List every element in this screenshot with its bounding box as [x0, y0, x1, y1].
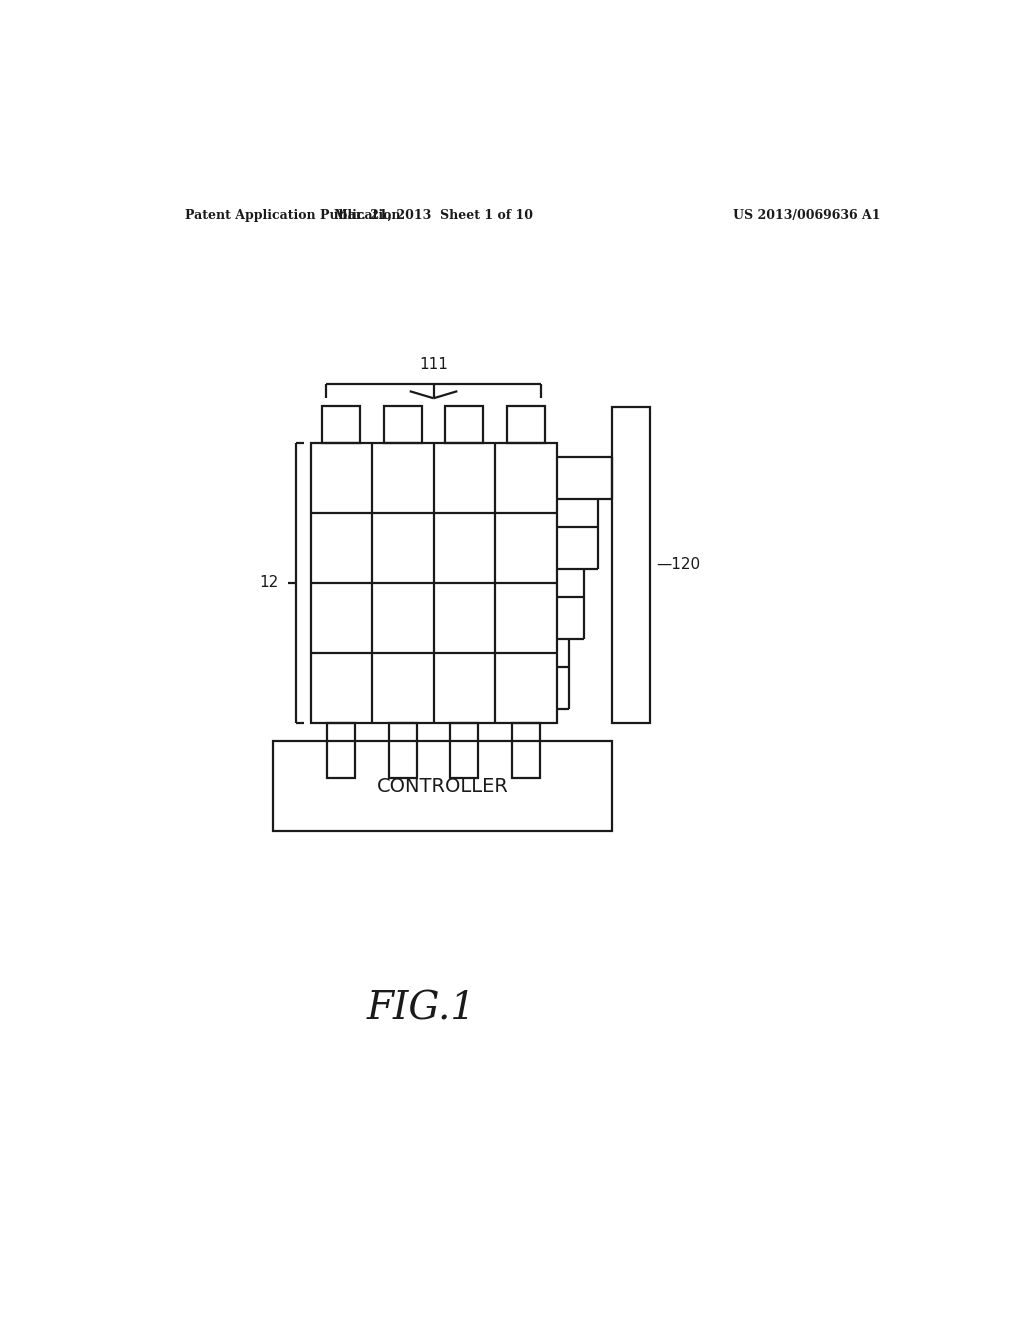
- Text: —120: —120: [656, 557, 700, 573]
- Text: CONTROLLER: CONTROLLER: [377, 776, 509, 796]
- Text: 12: 12: [259, 576, 279, 590]
- Text: FIG.1: FIG.1: [367, 990, 476, 1028]
- Text: Mar. 21, 2013  Sheet 1 of 10: Mar. 21, 2013 Sheet 1 of 10: [334, 209, 534, 222]
- Text: US 2013/0069636 A1: US 2013/0069636 A1: [733, 209, 881, 222]
- Text: Patent Application Publication: Patent Application Publication: [185, 209, 400, 222]
- Text: 111: 111: [419, 356, 447, 372]
